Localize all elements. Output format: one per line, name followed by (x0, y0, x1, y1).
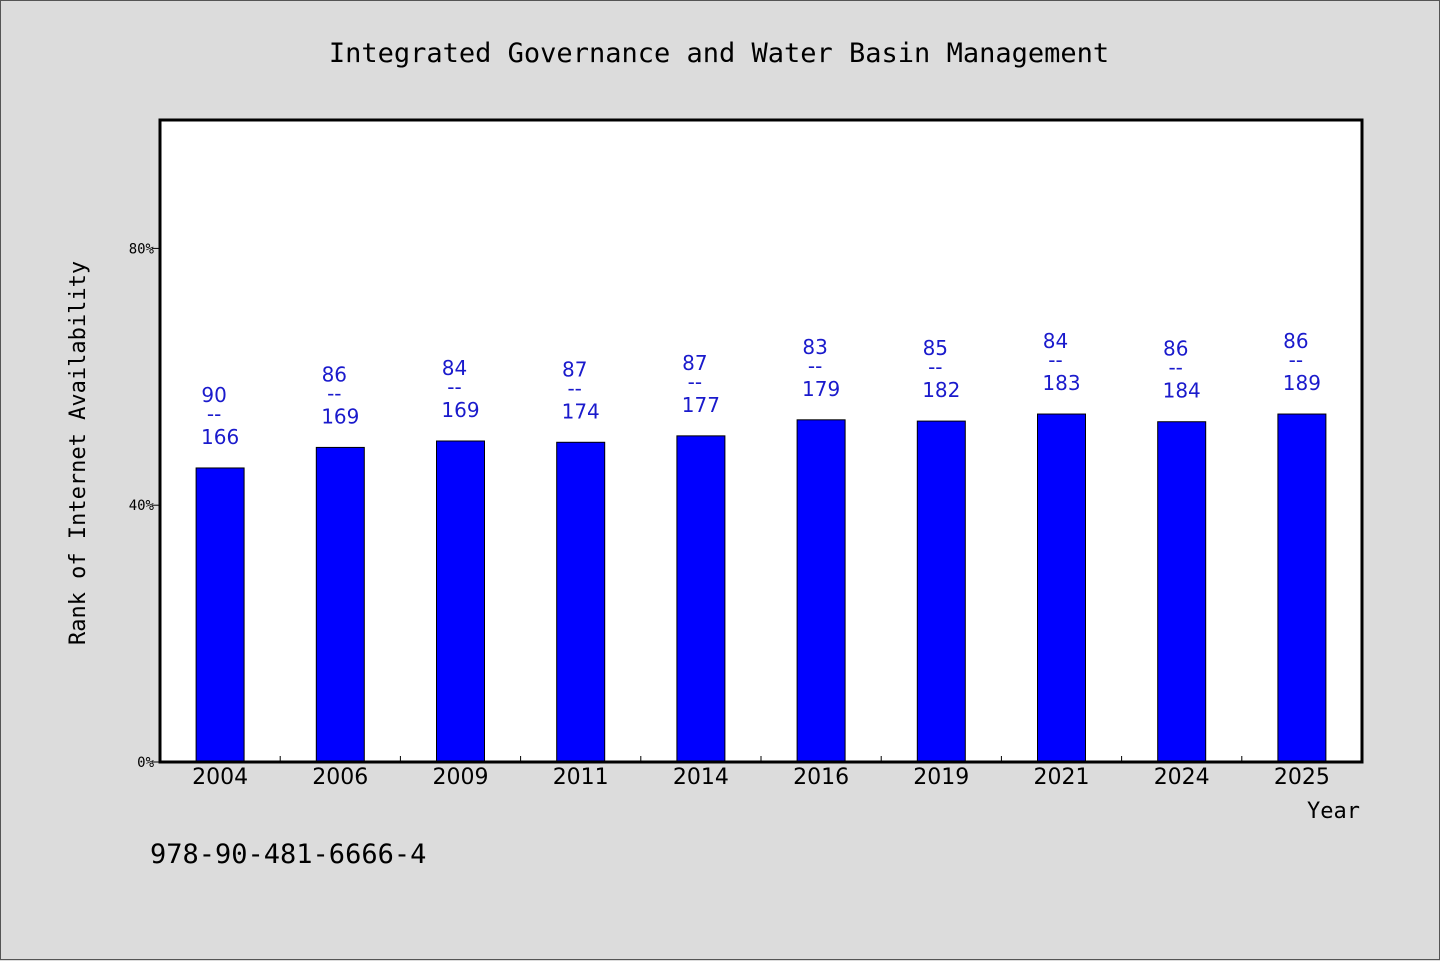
x-tick-label: 2009 (433, 765, 489, 790)
data-label-total: 184 (1163, 379, 1201, 403)
y-axis-ticks: 0% 40% 80% (129, 241, 160, 771)
bar-2006 (315, 446, 365, 763)
data-label-total: 183 (1042, 371, 1080, 395)
x-tick-label: 2014 (673, 765, 729, 790)
x-tick-label: 2004 (192, 765, 248, 790)
x-tick-label: 2019 (913, 765, 969, 790)
y-tick-label: 40% (129, 498, 155, 514)
data-label-rank: 85 (923, 336, 948, 360)
chart-title: Integrated Governance and Water Basin Ma… (329, 38, 1109, 69)
data-label-separator: -- (928, 355, 942, 379)
bar-2014 (676, 435, 726, 763)
data-label-separator: -- (207, 402, 221, 426)
data-label-rank: 86 (1283, 329, 1308, 353)
x-tick-label: 2016 (793, 765, 849, 790)
data-label-total: 179 (802, 377, 840, 401)
data-label-total: 189 (1283, 371, 1321, 395)
bar-2016 (796, 419, 846, 763)
data-label-separator: -- (1048, 348, 1062, 372)
data-label-rank: 87 (562, 357, 587, 381)
bar-2021 (1037, 413, 1086, 763)
data-label-total: 169 (321, 404, 359, 428)
x-tick-label: 2011 (553, 765, 609, 790)
data-label-separator: -- (688, 370, 702, 394)
data-label-rank: 90 (201, 383, 226, 407)
bar-2019 (916, 420, 966, 763)
bar-2004 (195, 467, 245, 763)
bar-2025 (1277, 413, 1327, 763)
x-axis-ticks: 2004 2006 2009 2011 2014 2016 2019 2021 2024 2025 (192, 756, 1330, 790)
data-label-separator: -- (447, 375, 461, 399)
x-tick-label: 2024 (1154, 765, 1210, 790)
data-label-separator: -- (808, 354, 822, 378)
x-tick-label: 2021 (1034, 765, 1090, 790)
data-label-total: 177 (682, 393, 720, 417)
y-tick-label: 0% (137, 755, 154, 771)
data-label-rank: 84 (442, 356, 467, 380)
x-tick-label: 2006 (312, 765, 368, 790)
y-tick-label: 80% (129, 241, 155, 257)
bar-2009 (436, 440, 485, 763)
plot-frame (158, 118, 1364, 764)
data-label-rank: 87 (682, 351, 707, 375)
bar-2011 (556, 441, 606, 763)
data-label-rank: 86 (322, 362, 347, 386)
data-label-separator: -- (327, 381, 341, 405)
data-label-total: 182 (922, 378, 960, 402)
data-label-rank: 83 (802, 335, 827, 359)
bars (195, 413, 1327, 763)
x-tick-label: 2025 (1274, 765, 1330, 790)
x-axis-label: Year (1307, 799, 1360, 824)
y-axis-label: Rank of Internet Availability (66, 261, 91, 645)
data-labels: 90--16686--16984--16987--17487--17783--1… (201, 329, 1321, 449)
data-label-separator: -- (1168, 356, 1182, 380)
isbn-text: 978-90-481-6666-4 (150, 839, 426, 870)
data-label-total: 174 (562, 399, 600, 423)
data-label-rank: 86 (1163, 337, 1188, 361)
bar-2024 (1157, 421, 1207, 763)
data-label-separator: -- (567, 376, 581, 400)
data-label-separator: -- (1289, 348, 1303, 372)
data-label-total: 166 (201, 425, 239, 449)
data-label-total: 169 (441, 398, 479, 422)
data-label-rank: 84 (1043, 329, 1068, 353)
